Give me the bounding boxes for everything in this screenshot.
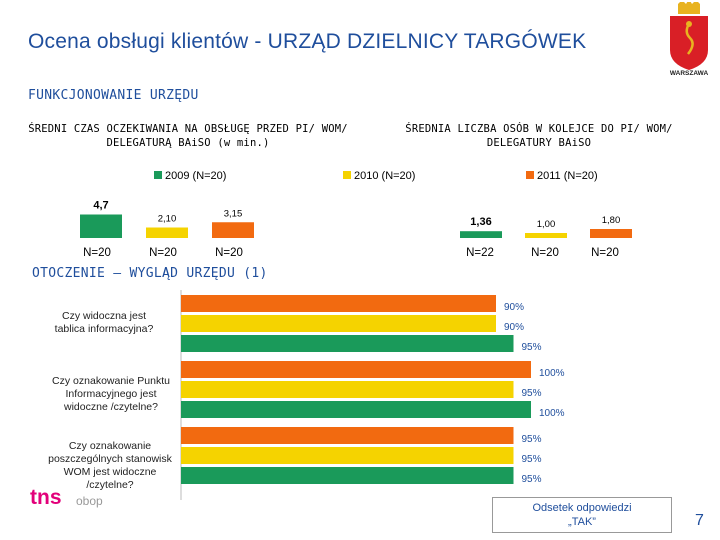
data-label: 3,15 (224, 208, 243, 219)
hbar-label: 95% (522, 474, 542, 485)
data-label: 2,10 (158, 214, 177, 225)
legend-swatch (526, 171, 534, 179)
hbar-label: 95% (522, 434, 542, 445)
bar-wait-2011 (212, 222, 254, 238)
hbar-label: 100% (539, 408, 565, 419)
hbar-label: 100% (539, 368, 565, 379)
n-label: N=20 (215, 247, 243, 259)
hbar-q1-2011 (181, 295, 496, 312)
n-label: N=20 (531, 247, 559, 259)
bar-queue-2010 (525, 233, 567, 238)
page-number: 7 (695, 512, 704, 529)
hbar-q2-2011 (181, 361, 531, 378)
hbar-label: 95% (522, 454, 542, 465)
bar-queue-2009 (460, 231, 502, 238)
hbar-q1-2009 (181, 335, 514, 352)
hbar-label: 95% (522, 342, 542, 353)
bar-wait-2009 (80, 214, 122, 238)
bar-wait-2010 (146, 227, 188, 238)
hbar-q2-2010 (181, 381, 514, 398)
n-label: N=22 (466, 247, 494, 259)
hbar-label: 90% (504, 322, 524, 333)
question-label-3: Czy oznakowanie poszczególnych stanowisk… (48, 440, 172, 491)
shield-icon (670, 16, 708, 70)
warszawa-crest-icon (670, 2, 708, 70)
hbar-q2-2009 (181, 401, 531, 418)
tns-logo: tns (30, 486, 62, 509)
legend-swatch (154, 171, 162, 179)
hbar-q3-2011 (181, 427, 514, 444)
hbar-label: 95% (522, 388, 542, 399)
n-label: N=20 (591, 247, 619, 259)
n-label: N=20 (83, 247, 111, 259)
question-label-2: Czy oznakowanie Punktu Informacyjnego je… (52, 375, 170, 413)
logo-text: WARSZAWA (669, 70, 709, 77)
hbar-label: 90% (504, 302, 524, 313)
legend-2009: 2009 (N=20) (154, 170, 226, 182)
hbar-q3-2010 (181, 447, 514, 464)
data-label: 1,00 (537, 219, 556, 230)
data-label: 4,7 (93, 200, 108, 212)
page-title: Ocena obsługi klientów - URZĄD DZIELNICY… (28, 30, 587, 53)
bar-queue-2011 (590, 229, 632, 238)
obop-logo: obop (76, 494, 103, 508)
answer-note-line1: Odsetek odpowiedzi (532, 502, 632, 514)
answer-note: Odsetek odpowiedzi „TAK” (492, 497, 672, 533)
legend-2011: 2011 (N=20) (526, 170, 598, 182)
chart-title-queue-length: ŚREDNIA LICZBA OSÓB W KOLEJCE DO PI/ WOM… (405, 123, 673, 149)
legend-2010: 2010 (N=20) (343, 170, 415, 182)
hbar-q1-2010 (181, 315, 496, 332)
crown-icon (678, 4, 700, 14)
data-label: 1,36 (470, 216, 491, 228)
question-label-1: Czy widoczna jest tablica informacyjna? (54, 310, 154, 335)
data-label: 1,80 (602, 215, 621, 226)
section-title-surroundings: OTOCZENIE – WYGLĄD URZĘDU (1) (32, 266, 268, 281)
n-label: N=20 (149, 247, 177, 259)
chart-title-waiting-time: ŚREDNI CZAS OCZEKIWANIA NA OBSŁUGĘ PRZED… (28, 123, 348, 149)
hbar-q3-2009 (181, 467, 514, 484)
legend-swatch (343, 171, 351, 179)
answer-note-line2: „TAK” (568, 516, 596, 528)
section-title-functioning: FUNKCJONOWANIE URZĘDU (28, 88, 199, 103)
